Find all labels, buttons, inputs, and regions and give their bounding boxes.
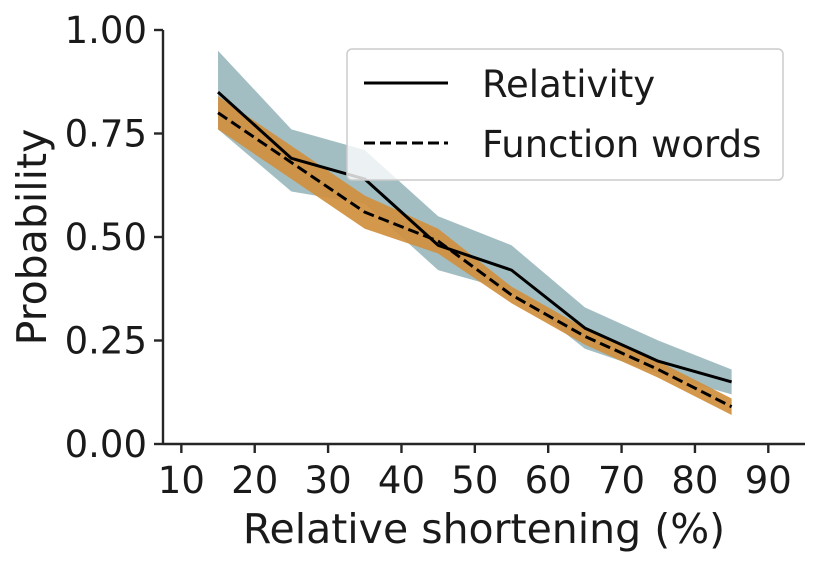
x-tick-label: 70 <box>598 459 645 502</box>
y-axis-title: Probability <box>8 129 56 346</box>
band-relativity <box>218 50 732 395</box>
x-tick-label: 50 <box>451 459 498 502</box>
x-tick-label: 90 <box>745 459 792 502</box>
x-tick-label: 30 <box>305 459 352 502</box>
confidence-bands <box>218 50 732 416</box>
y-ticks: 0.00 0.25 0.50 0.75 1.00 <box>65 9 163 466</box>
line-relativity <box>217 90 733 384</box>
axes: 0.00 0.25 0.50 0.75 1.00 10 20 30 40 50 60 70 80 90 <box>65 9 805 502</box>
legend-frame <box>346 48 784 181</box>
series-lines <box>217 90 733 409</box>
legend: Relativity Function words <box>346 48 784 181</box>
y-tick-label: 0.75 <box>65 113 147 156</box>
legend-label-function-words: Function words <box>482 123 761 166</box>
x-axis-title: Relative shortening (%) <box>243 505 725 553</box>
x-ticks: 10 20 30 40 50 60 70 80 90 <box>158 444 792 502</box>
y-tick-label: 0.00 <box>65 423 147 466</box>
y-tick-label: 0.50 <box>65 216 147 259</box>
line-function-words <box>217 111 733 409</box>
band-function-words <box>218 96 732 416</box>
legend-label-relativity: Relativity <box>482 63 655 106</box>
y-tick-label: 1.00 <box>65 9 147 52</box>
x-tick-label: 60 <box>525 459 572 502</box>
y-tick-label: 0.25 <box>65 320 147 363</box>
x-tick-label: 40 <box>378 459 425 502</box>
x-tick-label: 10 <box>158 459 205 502</box>
x-tick-label: 20 <box>231 459 278 502</box>
x-tick-label: 80 <box>671 459 718 502</box>
